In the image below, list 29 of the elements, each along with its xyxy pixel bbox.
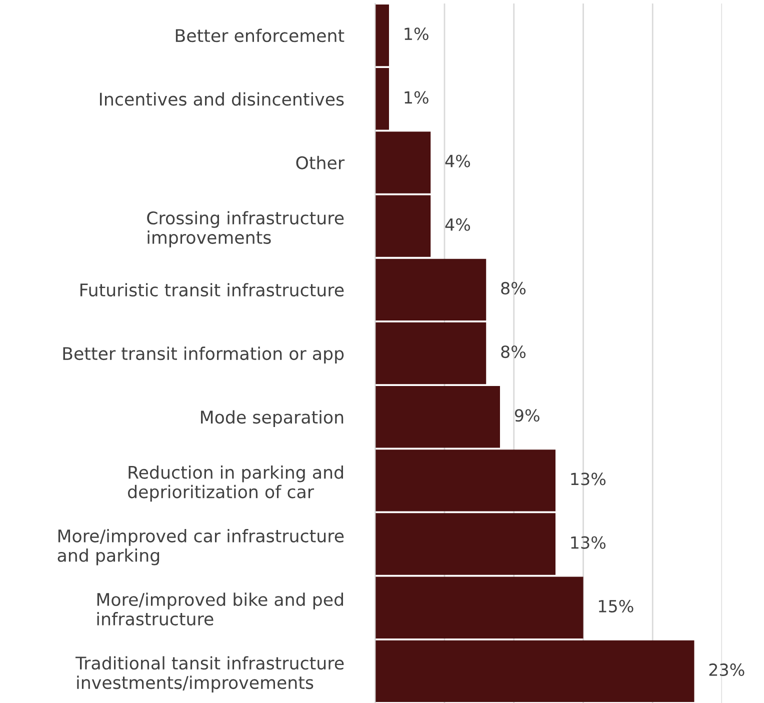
bar <box>375 258 486 321</box>
bar <box>375 386 500 448</box>
data-label: 1% <box>404 28 428 40</box>
bar <box>375 322 486 384</box>
y-tick-label: Other <box>296 156 345 170</box>
y-tick-label: More/improved bike and ped infrastructure <box>97 592 343 626</box>
data-label: 15% <box>598 600 634 612</box>
y-tick-label: Mode separation <box>201 410 344 428</box>
data-label: 13% <box>571 536 606 549</box>
data-label: 4% <box>445 218 470 231</box>
bar <box>375 68 389 130</box>
data-label: 23% <box>709 663 744 676</box>
bar <box>375 576 584 638</box>
bar <box>375 640 694 702</box>
y-tick-label: Better enforcement <box>176 28 344 42</box>
bar <box>375 4 389 66</box>
y-tick-label: Better transit information or app <box>63 346 344 364</box>
data-label: 13% <box>571 472 606 486</box>
data-label: 1% <box>404 91 428 104</box>
y-tick-label: Incentives and disincentives <box>100 92 344 106</box>
data-label: 4% <box>445 154 470 168</box>
data-label: 8% <box>501 282 526 295</box>
y-tick-label: Reduction in parking and deprioritization of car <box>128 465 343 502</box>
y-tick-label: Crossing infrastructure improvements <box>147 211 344 248</box>
y-tick-label: More/improved car infrastructure and parking <box>58 529 344 566</box>
data-label: 8% <box>501 345 526 358</box>
data-label: 9% <box>514 409 540 422</box>
y-tick-label: Traditional tansit infrastructure investments/improvements <box>75 656 344 692</box>
y-tick-label: Futuristic transit infrastructure <box>80 283 344 297</box>
